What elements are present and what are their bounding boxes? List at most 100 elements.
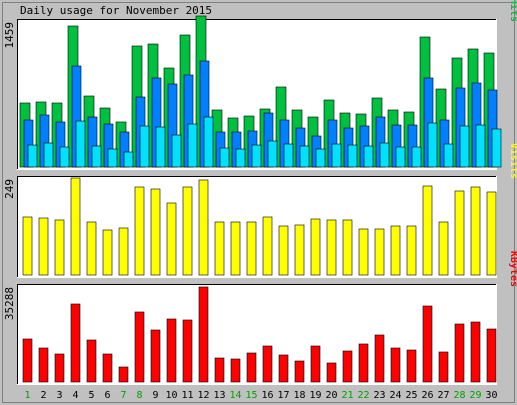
- x-tick-label-day-28: 28: [453, 390, 465, 401]
- visits-bar-25: [406, 225, 417, 276]
- x-tick-label-day-23: 23: [373, 390, 385, 401]
- kbytes-bar-28: [454, 323, 465, 383]
- pages-bar-11: [187, 123, 198, 168]
- x-tick-label-day-8: 8: [136, 390, 142, 401]
- visits-bar-8: [134, 186, 145, 276]
- visits-bar-11: [182, 186, 193, 276]
- visits-bar-15: [246, 221, 257, 276]
- x-tick-label-day-14: 14: [229, 390, 241, 401]
- pages-bar-29: [475, 124, 486, 168]
- x-tick-label-day-12: 12: [197, 390, 209, 401]
- kbytes-bar-11: [182, 319, 193, 383]
- pages-bar-20: [331, 143, 342, 168]
- x-tick-label-day-16: 16: [261, 390, 273, 401]
- x-tick-label-day-15: 15: [245, 390, 257, 401]
- panel-kbytes: 35288 KBytes: [3, 251, 517, 385]
- series-label-part: KBytes: [508, 251, 517, 287]
- kbytes-bar-15: [246, 352, 257, 383]
- pages-bar-16: [267, 140, 278, 168]
- x-tick-label-day-29: 29: [469, 390, 481, 401]
- visits-bar-10: [166, 202, 177, 276]
- kbytes-bar-4: [70, 303, 81, 383]
- pages-bar-8: [139, 125, 150, 168]
- x-tick-label-day-6: 6: [104, 390, 110, 401]
- visits-bar-12: [198, 179, 209, 276]
- pages-bar-4: [75, 120, 86, 168]
- kbytes-bar-21: [342, 350, 353, 383]
- kbytes-bar-7: [118, 366, 129, 383]
- kbytes-bar-13: [214, 357, 225, 383]
- panel-plot-area: [17, 284, 497, 385]
- pages-bar-28: [459, 125, 470, 168]
- pages-bar-23: [379, 142, 390, 168]
- kbytes-bar-30: [486, 328, 497, 383]
- visits-bar-4: [70, 177, 81, 276]
- x-tick-label-day-21: 21: [341, 390, 353, 401]
- kbytes-bar-24: [390, 347, 401, 383]
- panel-series-label: Pages/Files/Hits: [508, 0, 517, 22]
- visits-bar-1: [22, 216, 33, 276]
- visits-bar-13: [214, 221, 225, 276]
- kbytes-bar-8: [134, 311, 145, 383]
- pages-bar-1: [27, 144, 38, 168]
- pages-bar-18: [299, 145, 310, 168]
- pages-bar-22: [363, 145, 374, 168]
- visits-bar-28: [454, 190, 465, 276]
- visits-bar-5: [86, 221, 97, 276]
- x-tick-label-day-7: 7: [120, 390, 126, 401]
- visits-bar-26: [422, 185, 433, 276]
- pages-bar-30: [491, 128, 502, 168]
- visits-bar-7: [118, 227, 129, 276]
- pages-bar-26: [427, 122, 438, 168]
- series-label-part: Visits: [508, 143, 517, 179]
- visits-bar-27: [438, 221, 449, 276]
- pages-bar-17: [283, 143, 294, 168]
- pages-bar-14: [235, 148, 246, 168]
- visits-bar-29: [470, 186, 481, 276]
- panel-series-label: Visits: [508, 143, 517, 179]
- pages-bar-5: [91, 145, 102, 168]
- x-tick-label-day-4: 4: [72, 390, 78, 401]
- pages-bar-10: [171, 134, 182, 168]
- panel-series-label: KBytes: [508, 251, 517, 287]
- pages-bar-2: [43, 142, 54, 168]
- visits-bar-6: [102, 229, 113, 276]
- panel-max-label: 1459: [3, 22, 16, 49]
- visits-bar-3: [54, 219, 65, 276]
- pages-bar-15: [251, 144, 262, 168]
- visits-bar-30: [486, 191, 497, 276]
- x-tick-label-day-24: 24: [389, 390, 401, 401]
- kbytes-bar-22: [358, 343, 369, 383]
- x-tick-label-day-25: 25: [405, 390, 417, 401]
- kbytes-bar-1: [22, 338, 33, 383]
- kbytes-bar-23: [374, 334, 385, 383]
- kbytes-bar-19: [310, 345, 321, 383]
- pages-bar-9: [155, 126, 166, 168]
- visits-bar-21: [342, 219, 353, 276]
- panel-hits-files-pages: 1459 Pages/Files/Hits: [3, 0, 517, 170]
- kbytes-bar-9: [150, 329, 161, 383]
- pages-bar-24: [395, 146, 406, 168]
- x-axis-labels: 1 2 3 4 5 6 7 8 9 10 11 12 13 14 15 16 17 18 19 20 21 22 23 24 2…: [24, 390, 497, 401]
- x-tick-label-day-27: 27: [437, 390, 449, 401]
- visits-bar-20: [326, 219, 337, 276]
- kbytes-bar-26: [422, 305, 433, 383]
- pages-bar-7: [123, 151, 134, 168]
- pages-bar-25: [411, 146, 422, 168]
- visits-bar-23: [374, 228, 385, 276]
- pages-bar-27: [443, 143, 454, 168]
- x-tick-label-day-1: 1: [24, 390, 30, 401]
- x-tick-label-day-20: 20: [325, 390, 337, 401]
- kbytes-bar-18: [294, 360, 305, 383]
- kbytes-bar-12: [198, 286, 209, 383]
- pages-bar-12: [203, 116, 214, 168]
- kbytes-bar-6: [102, 353, 113, 383]
- panel-visits: 249 Visits: [3, 143, 517, 278]
- x-tick-label-day-13: 13: [213, 390, 225, 401]
- kbytes-bar-25: [406, 349, 417, 383]
- kbytes-bar-16: [262, 345, 273, 383]
- kbytes-bar-3: [54, 353, 65, 383]
- x-tick-label-day-19: 19: [309, 390, 321, 401]
- kbytes-bar-5: [86, 339, 97, 383]
